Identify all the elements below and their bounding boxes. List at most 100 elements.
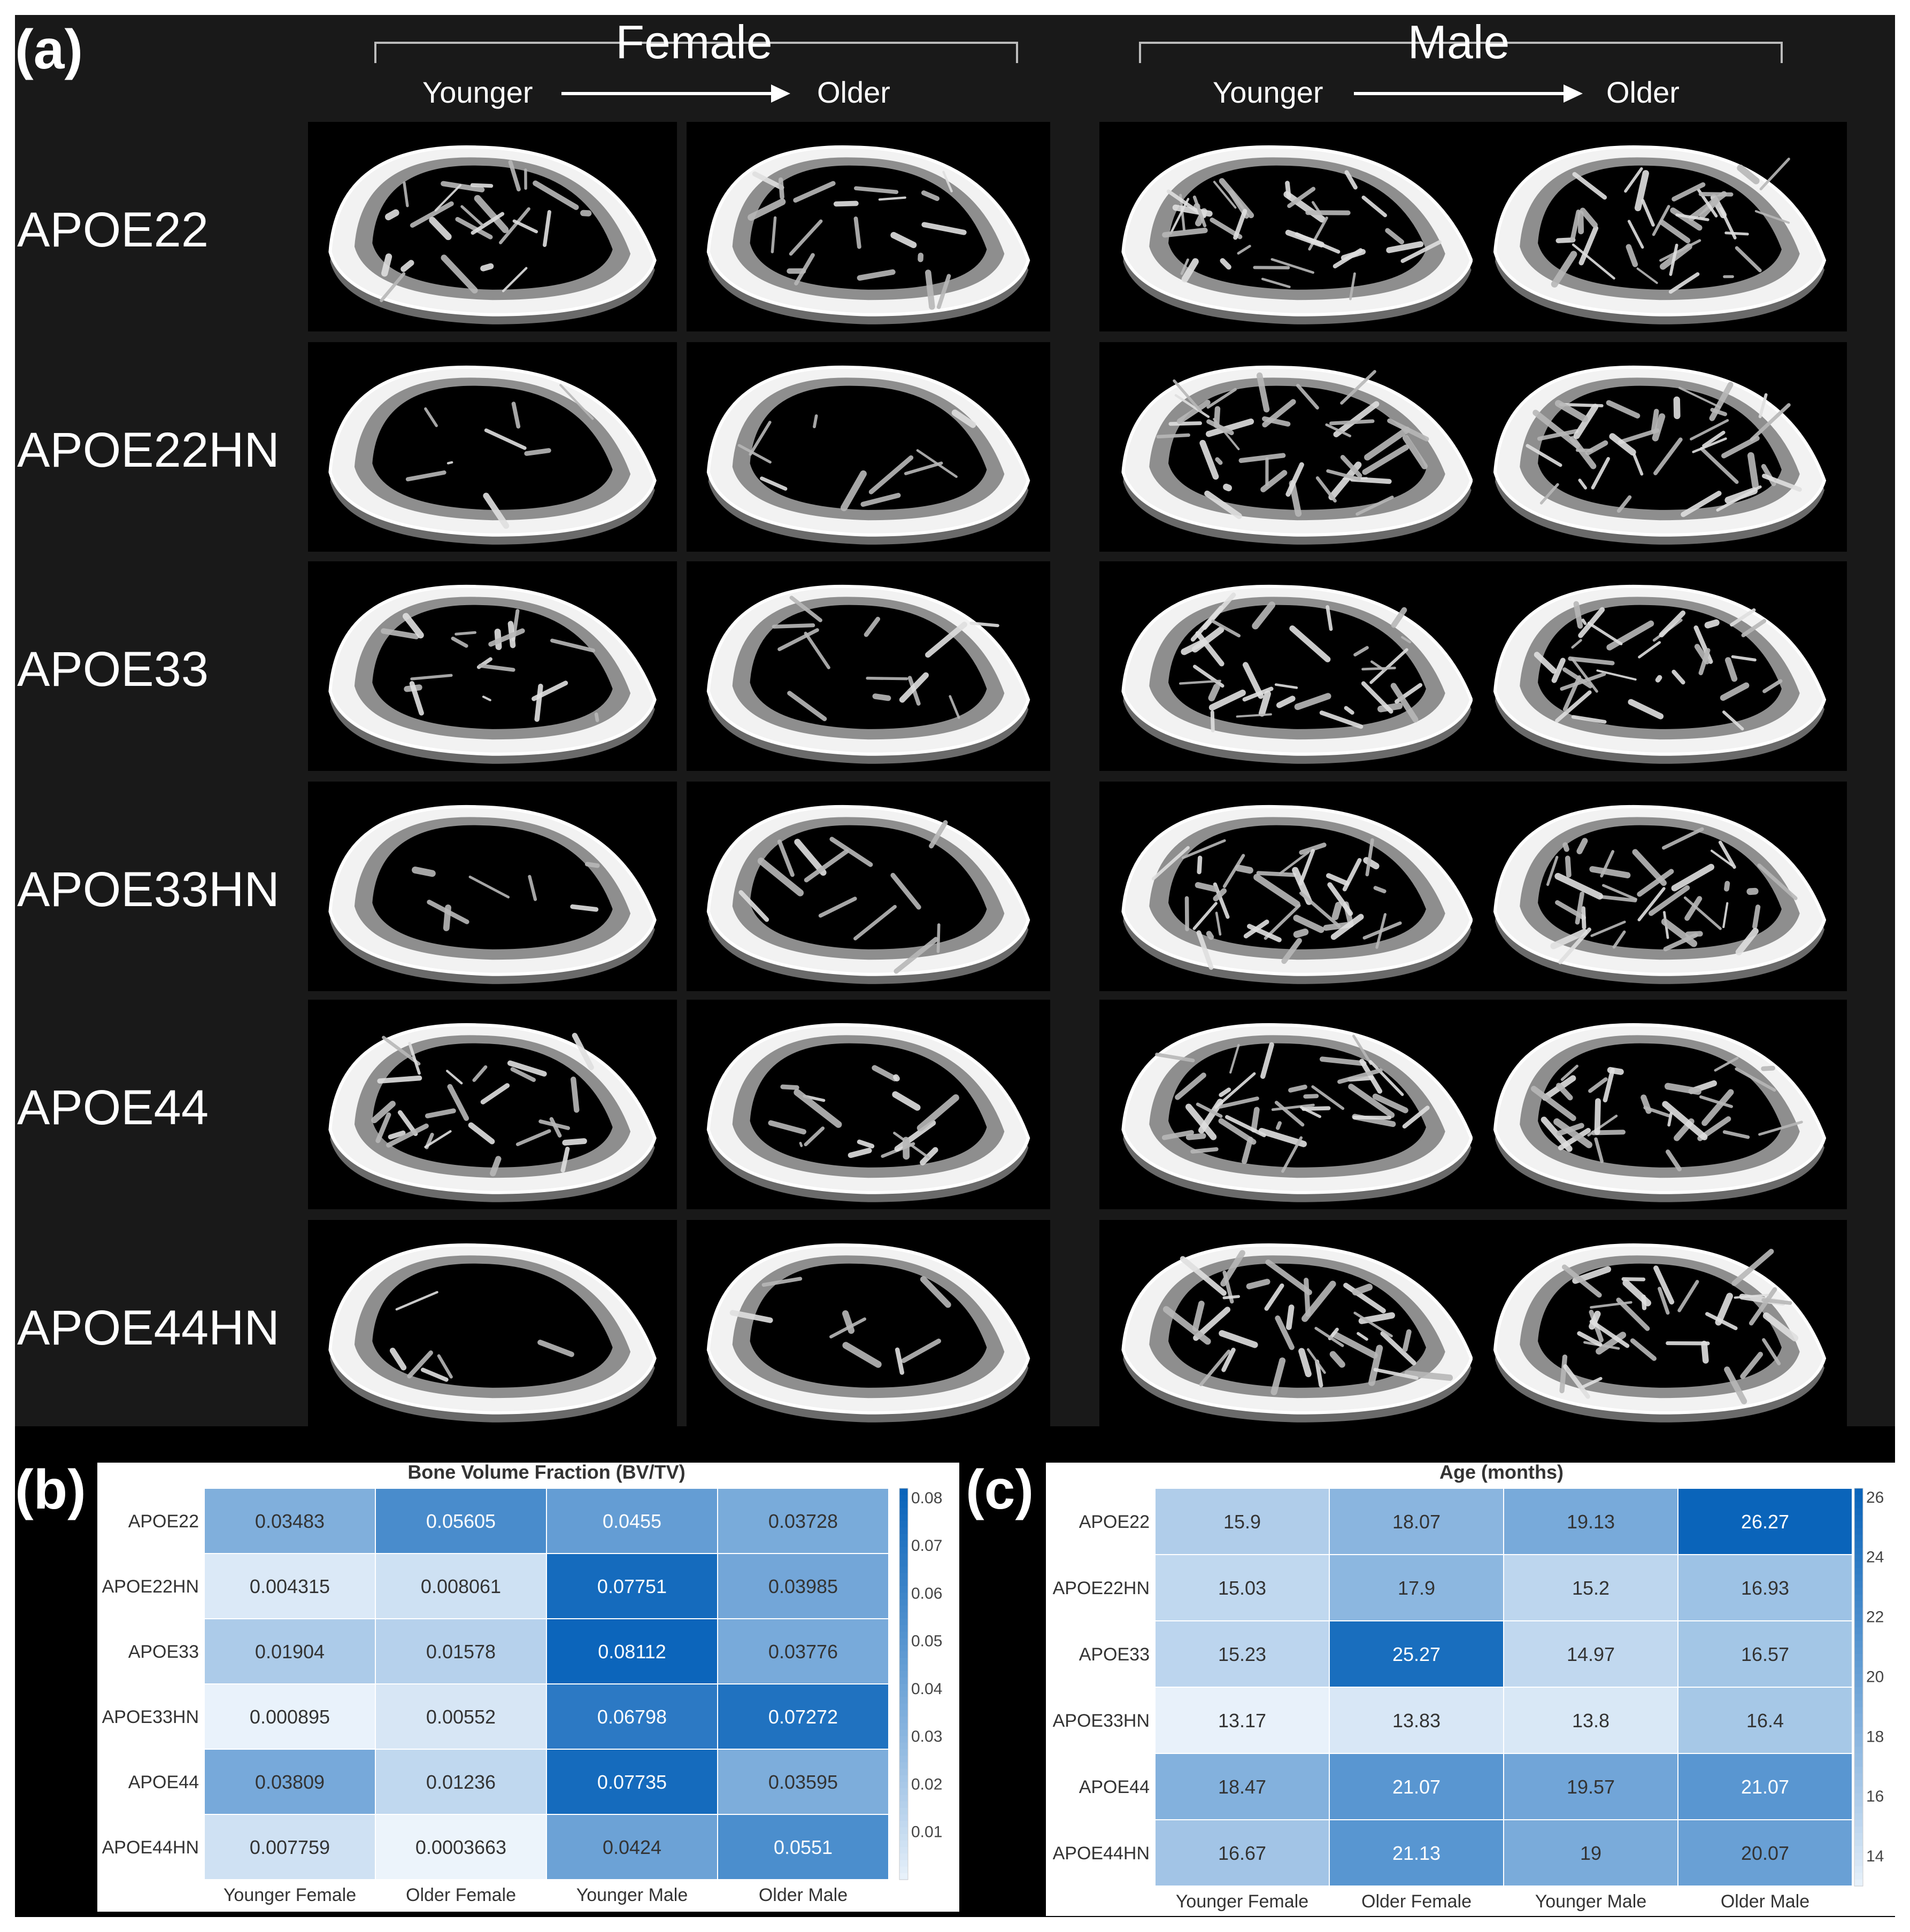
colorbar-segment xyxy=(899,1671,908,1678)
male-bracket xyxy=(1139,42,1783,63)
heatmap-cell xyxy=(1503,1620,1678,1688)
heatmap-cell xyxy=(1677,1488,1853,1555)
heatmap-cell xyxy=(717,1553,889,1619)
heatmap-cell-value: 0.05605 xyxy=(426,1510,496,1532)
colorbar-segment xyxy=(899,1768,908,1776)
heatmap-cell-value: 21.07 xyxy=(1741,1776,1789,1798)
bone-rendering-apoe33-younger-male xyxy=(1099,561,1495,771)
heatmap-cell-value: 26.27 xyxy=(1741,1511,1789,1533)
heatmap-cell-value: 0.03809 xyxy=(255,1771,325,1793)
heatmap-age: Age (months) APOE22 15.9 18.07 19.13 26.27 APO… xyxy=(1046,1463,1895,1916)
row-label-apoe44: APOE44 xyxy=(17,1080,209,1135)
colorbar-segment xyxy=(1854,1773,1863,1781)
colorbar-segment xyxy=(1854,1561,1863,1568)
heatmap-cell xyxy=(1503,1687,1678,1754)
heatmap-cell xyxy=(204,1814,376,1880)
male-older-label: Older xyxy=(1606,75,1680,109)
heatmap-row-label: APOE44 xyxy=(128,1772,199,1792)
heatmap-cell-value: 18.47 xyxy=(1218,1776,1266,1798)
heatmap-title: Bone Volume Fraction (BV/TV) xyxy=(407,1463,685,1483)
heatmap-row-label: APOE22 xyxy=(128,1511,199,1532)
heatmap-cell xyxy=(1677,1687,1853,1754)
heatmap-cell xyxy=(375,1683,547,1750)
heatmap-cell-value: 0.00552 xyxy=(426,1706,496,1728)
colorbar-segment xyxy=(1854,1799,1863,1807)
heatmap-cell xyxy=(375,1618,547,1684)
colorbar-segment xyxy=(899,1840,908,1848)
colorbar-segment xyxy=(899,1612,908,1619)
colorbar-segment xyxy=(1854,1641,1863,1648)
colorbar-segment xyxy=(899,1723,908,1730)
colorbar-segment xyxy=(1854,1700,1863,1708)
colorbar-segment xyxy=(1854,1687,1863,1695)
colorbar-segment xyxy=(899,1847,908,1854)
colorbar-segment xyxy=(899,1729,908,1737)
heatmap-cell xyxy=(1329,1753,1504,1820)
heatmap-cell-value: 18.07 xyxy=(1392,1511,1441,1533)
colorbar-segment xyxy=(899,1651,908,1659)
heatmap-column-label: Older Female xyxy=(406,1885,516,1905)
colorbar-segment xyxy=(1854,1713,1863,1721)
heatmap-cell xyxy=(375,1488,547,1554)
colorbar-segment xyxy=(1854,1859,1863,1867)
colorbar-segment xyxy=(1854,1495,1863,1502)
colorbar-segment xyxy=(1854,1567,1863,1575)
colorbar-segment xyxy=(1854,1555,1863,1562)
heatmap-cell-value: 14.97 xyxy=(1567,1643,1615,1665)
colorbar-segment xyxy=(899,1690,908,1698)
colorbar-segment xyxy=(899,1554,908,1561)
colorbar-segment xyxy=(899,1756,908,1763)
heatmap-cell-value: 0.07272 xyxy=(768,1706,838,1728)
colorbar-tick-label: 20 xyxy=(1866,1668,1884,1686)
colorbar-segment xyxy=(1854,1879,1863,1887)
colorbar-segment xyxy=(1854,1514,1863,1522)
colorbar-segment xyxy=(899,1697,908,1704)
colorbar-segment xyxy=(1854,1541,1863,1549)
heatmap-row-label: APOE44HN xyxy=(102,1837,199,1858)
colorbar-segment xyxy=(1854,1508,1863,1516)
heatmap-bv-tv-svg: Bone Volume Fraction (BV/TV) APOE22 0.0348… xyxy=(102,1463,943,1905)
heatmap-cell xyxy=(1503,1488,1678,1555)
row-label-apoe44hn: APOE44HN xyxy=(17,1301,280,1355)
heatmap-title: Age (months) xyxy=(1439,1463,1564,1483)
heatmap-cell-value: 0.03776 xyxy=(768,1641,838,1663)
colorbar-segment xyxy=(1854,1581,1863,1588)
heatmap-cell xyxy=(1329,1620,1504,1688)
colorbar-segment xyxy=(899,1749,908,1757)
heatmap-cell xyxy=(1329,1488,1504,1555)
heatmap-cell xyxy=(375,1553,547,1619)
heatmap-cell-value: 0.08112 xyxy=(598,1641,666,1663)
colorbar-segment xyxy=(1854,1766,1863,1774)
heatmap-cell-value: 15.2 xyxy=(1572,1577,1609,1599)
heatmap-row-label: APOE22HN xyxy=(1053,1578,1150,1598)
colorbar-segment xyxy=(899,1866,908,1874)
colorbar-segment xyxy=(1854,1608,1863,1615)
colorbar-segment xyxy=(899,1834,908,1841)
heatmap-cell-value: 0.03483 xyxy=(255,1510,325,1532)
colorbar-segment xyxy=(1854,1746,1863,1754)
bone-rendering-apoe44hn-older-male xyxy=(1473,1220,1847,1429)
bone-rendering-apoe44-younger-male xyxy=(1099,1000,1495,1209)
row-label-apoe22hn: APOE22HN xyxy=(17,423,280,477)
bone-rendering-apoe33hn-younger-male xyxy=(1099,782,1495,991)
colorbar-segment xyxy=(899,1501,908,1509)
colorbar-segment xyxy=(899,1814,908,1822)
colorbar-segment xyxy=(899,1514,908,1521)
female-younger-label: Younger xyxy=(422,75,533,109)
bone-rendering-apoe33hn-older-female xyxy=(687,782,1050,991)
colorbar-segment xyxy=(1854,1621,1863,1628)
colorbar-segment xyxy=(899,1573,908,1580)
colorbar-tick-label: 0.08 xyxy=(911,1489,942,1507)
colorbar-segment xyxy=(1854,1534,1863,1542)
heatmap-cell-value: 19.13 xyxy=(1567,1511,1615,1533)
heatmap-cell xyxy=(1154,1819,1330,1887)
colorbar-segment xyxy=(899,1684,908,1691)
bone-rendering-apoe44hn-younger-female xyxy=(308,1220,677,1429)
colorbar-segment xyxy=(1854,1674,1863,1681)
colorbar-segment xyxy=(899,1775,908,1782)
colorbar-segment xyxy=(899,1625,908,1633)
bone-rendering-apoe22hn-older-female xyxy=(687,342,1050,552)
colorbar-segment xyxy=(1854,1793,1863,1800)
heatmap-cell-value: 21.07 xyxy=(1392,1776,1441,1798)
bone-rendering-apoe33hn-older-male xyxy=(1473,782,1847,991)
